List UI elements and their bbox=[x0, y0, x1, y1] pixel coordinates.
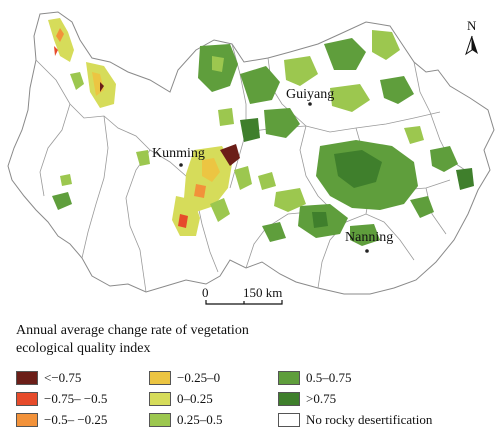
legend-label: >0.75 bbox=[306, 391, 337, 406]
north-label: N bbox=[467, 18, 477, 33]
legend-item: −0.25–0 bbox=[149, 369, 220, 387]
legend-swatch bbox=[16, 413, 38, 427]
legend-swatch bbox=[278, 392, 300, 406]
legend-item: 0.25–0.5 bbox=[149, 411, 223, 429]
legend-swatch bbox=[16, 371, 38, 385]
legend-swatch bbox=[278, 413, 300, 427]
city-label-guiyang: Guiyang bbox=[286, 87, 335, 102]
city-label-nanning: Nanning bbox=[345, 230, 394, 245]
city-label-kunming: Kunming bbox=[152, 146, 205, 161]
legend-item: >0.75 bbox=[278, 390, 336, 408]
legend-item: −0.75– −0.5 bbox=[16, 390, 107, 408]
legend-title-line1: Annual average change rate of vegetation bbox=[16, 323, 249, 338]
nanning-marker bbox=[365, 249, 369, 253]
legend-item: <−0.75 bbox=[16, 369, 81, 387]
legend-item: −0.5– −0.25 bbox=[16, 411, 107, 429]
legend: <−0.75 −0.75– −0.5 −0.5– −0.25 −0.25–0 0… bbox=[16, 369, 496, 429]
legend-swatch bbox=[149, 392, 171, 406]
legend-swatch bbox=[149, 413, 171, 427]
scale-bar bbox=[205, 300, 283, 305]
legend-swatch bbox=[16, 392, 38, 406]
legend-swatch bbox=[278, 371, 300, 385]
legend-item: 0.5–0.75 bbox=[278, 369, 352, 387]
legend-label: −0.75– −0.5 bbox=[44, 391, 108, 406]
legend-label: 0.25–0.5 bbox=[177, 412, 223, 427]
region-outline bbox=[7, 11, 495, 295]
legend-title-line2: ecological quality index bbox=[16, 341, 151, 356]
legend-swatch bbox=[149, 371, 171, 385]
legend-label: No rocky desertification bbox=[306, 412, 433, 427]
legend-label: −0.5– −0.25 bbox=[44, 412, 108, 427]
change-patches bbox=[48, 18, 474, 246]
kunming-marker bbox=[179, 163, 183, 167]
legend-label: 0–0.25 bbox=[177, 391, 213, 406]
scale-distance-label: 150 km bbox=[243, 285, 283, 300]
legend-label: <−0.75 bbox=[44, 370, 82, 385]
legend-label: −0.25–0 bbox=[177, 370, 221, 385]
scale-zero-label: 0 bbox=[202, 285, 209, 300]
legend-item: 0–0.25 bbox=[149, 390, 213, 408]
legend-item: No rocky desertification bbox=[278, 411, 432, 429]
legend-title: Annual average change rate of vegetation… bbox=[16, 322, 386, 358]
north-arrow-icon bbox=[465, 35, 478, 56]
legend-label: 0.5–0.75 bbox=[306, 370, 352, 385]
guiyang-marker bbox=[308, 102, 312, 106]
